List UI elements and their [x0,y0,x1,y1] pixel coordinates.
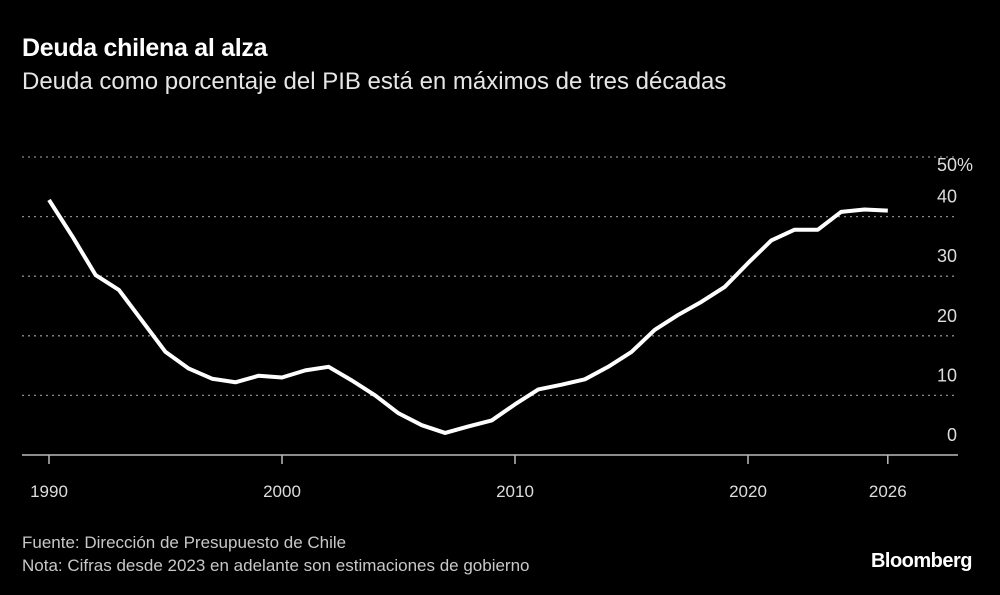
chart-title: Deuda chilena al alza [22,34,268,62]
y-tick-label: 40 [937,187,957,207]
source-note: Fuente: Dirección de Presupuesto de Chil… [22,533,347,552]
y-tick-label: 30 [937,246,957,266]
x-tick-label: 2000 [263,482,301,501]
y-tick-label: 10 [937,365,957,385]
debt-series-line [47,198,888,435]
x-tick-label: 1990 [30,482,68,501]
bloomberg-logo: Bloomberg [870,550,973,572]
chart-subtitle: Deuda como porcentaje del PIB está en má… [22,68,727,95]
x-tick-label: 2020 [729,482,767,501]
footnote: Nota: Cifras desde 2023 en adelante son … [22,556,530,575]
x-tick-label: 2010 [496,482,534,501]
y-tick-label: 50% [937,155,973,175]
y-tick-label: 20 [937,306,957,326]
x-tick-label: 2026 [869,482,907,501]
y-tick-label: 0 [947,425,957,445]
